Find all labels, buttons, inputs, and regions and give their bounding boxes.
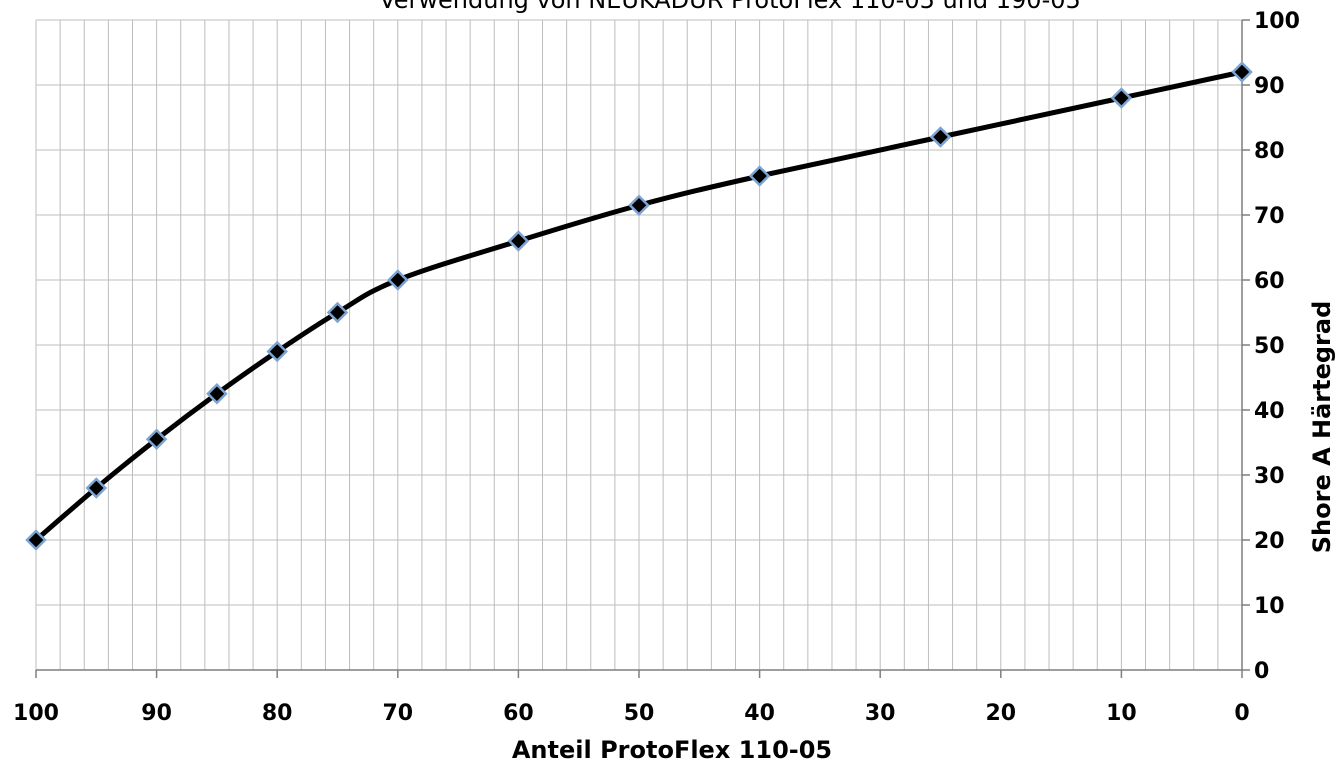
y-tick-label: 10 [1254,594,1285,619]
y-tick-label: 30 [1254,464,1285,489]
grid [35,19,1243,671]
x-tick-label: 70 [382,701,413,726]
data-point-marker [929,126,952,148]
data-point-marker [326,301,349,324]
tick-labels: 100 90 80 70 60 50 40 30 20 10 0010203040506070809… [13,9,1300,726]
data-point-marker [387,269,409,291]
x-axis-title: Anteil ProtoFlex 110-05 [512,736,832,764]
y-tick-label: 100 [1254,9,1300,34]
y-tick-label: 0 [1254,659,1269,684]
x-tick-label: 100 [13,701,59,726]
x-tick-label: 50 [624,701,655,726]
x-tick-label: 0 [1234,701,1249,726]
x-tick-label: 60 [503,701,534,726]
y-tick-label: 90 [1254,74,1285,99]
series-group [25,61,1253,551]
data-point-marker [748,165,771,187]
y-tick-label: 40 [1254,399,1285,424]
y-tick-label: 20 [1254,529,1285,554]
data-point-marker [628,194,650,217]
data-point-marker [1231,61,1253,83]
data-point-marker [1110,87,1133,109]
y-axis-title: Shore A Härtegrad [1308,301,1336,554]
x-tick-label: 10 [1106,701,1137,726]
series-line [34,69,1243,542]
data-point-marker [25,529,47,551]
x-tick-label: 80 [262,701,293,726]
y-tick-label: 70 [1254,204,1285,229]
data-point-marker [507,230,530,252]
x-tick-label: 20 [985,701,1016,726]
x-tick-label: 40 [744,701,775,726]
axes [35,19,1250,678]
data-point-marker [266,340,288,363]
x-tick-label: 30 [865,701,896,726]
data-point-marker [206,382,228,405]
y-tick-label: 80 [1254,139,1285,164]
y-tick-label: 50 [1254,334,1285,359]
chart-title: Verwendung von NEUKADUR ProtoFlex 110-05… [379,0,1081,14]
y-tick-label: 60 [1254,269,1285,294]
data-point-marker [85,477,108,499]
data-point-marker [145,428,168,451]
x-tick-label: 90 [141,701,172,726]
